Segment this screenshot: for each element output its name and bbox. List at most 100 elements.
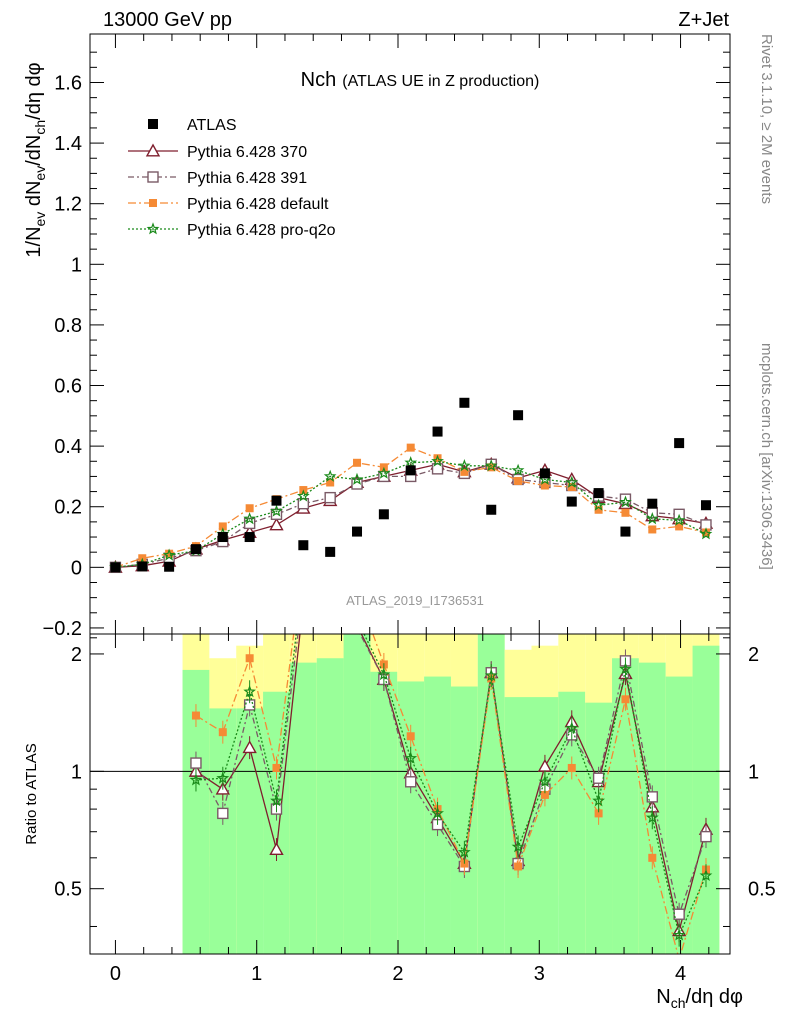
ratio-panel-frame [89,633,731,955]
series-point [378,470,390,483]
ratio-panel-series [188,634,714,954]
series-atlas [110,397,711,573]
legend-marker [149,199,157,207]
atlas-data-point [110,562,121,573]
x-tick-label: 3 [534,963,545,985]
ratio-point [189,773,203,786]
energy-label: 13000 GeV pp [103,9,232,31]
series-point [621,508,630,517]
legend-label: Pythia 6.428 default [187,196,329,213]
series-point [404,456,418,469]
series-point [377,466,391,479]
ratio-point [565,721,579,734]
ratio-point [540,790,549,799]
x-tick-label: 2 [392,963,403,985]
ratio-point [457,845,471,858]
series-point [269,517,284,531]
atlas-data-point [486,504,497,515]
y-tick-label: 0.8 [54,315,82,337]
ratio-point [700,830,712,843]
main-panel-frame [89,33,731,635]
series-point [323,469,337,482]
ratio-point [431,806,444,819]
green-band-bin [450,686,478,954]
series-point [297,489,310,502]
legend-entry: Pythia 6.428 370 [128,143,307,161]
ratio-point [594,809,603,818]
y-tick-label: 1.2 [54,194,82,216]
ratio-y-tick-label-right: 0.5 [748,879,776,901]
series-point [162,548,176,561]
ratio-point [511,840,525,853]
atlas-data-point [325,546,336,557]
series-point [565,475,579,488]
ratio-point [190,757,202,769]
atlas-data-point [244,532,255,543]
legend-entry: Pythia 6.428 391 [128,170,307,187]
atlas-data-point [164,561,175,572]
atlas-data-point [593,488,604,499]
ratio-point [242,740,257,754]
ratio-point [245,654,254,663]
legend: ATLAS Pythia 6.428 370 Pythia 6.428 391 Pyt… [128,117,336,239]
x-tick-label: 4 [675,963,686,985]
ratio-point [646,791,658,803]
atlas-data-point [674,438,685,449]
ratio-point [648,853,657,862]
series-point [672,513,686,526]
series-point [324,491,336,504]
ratio-point [218,728,227,737]
legend-label: Pythia 6.428 391 [187,170,307,187]
series-point [592,498,606,511]
series-point [540,481,549,490]
analysis-label: ATLAS_2019_I1736531 [346,593,484,608]
chart-title: Nch (ATLAS UE in Z production) [301,69,540,91]
series-point [243,512,257,525]
series-point [619,493,632,505]
series-point [457,459,471,472]
ratio-point [484,668,498,681]
atlas-data-point [700,500,711,511]
ratio-point [514,862,523,871]
series-point [433,454,442,463]
atlas-data-point [539,468,550,479]
legend-entry: ATLAS [148,117,237,134]
legend-marker [147,171,159,183]
chart-title-main: Nch [301,69,337,91]
series-point [594,505,603,514]
ratio-point [619,662,632,675]
ratio-point [404,751,418,764]
series-point [350,472,364,485]
green-band-bin [370,671,398,954]
ratio-point [191,711,200,720]
y-tick-label: −0.2 [43,618,82,640]
ratio-point [270,794,283,807]
ratio-line [195,634,707,917]
legend-marker [145,143,161,157]
legend-entry: Pythia 6.428 default [128,196,329,213]
series-line [115,460,707,568]
ratio-line [195,634,707,954]
atlas-data-point [217,532,228,543]
ratio-series [189,634,713,947]
ratio-point [621,695,630,704]
y-tick-label: 1 [71,254,82,276]
series-point [165,549,174,558]
ratio-point [567,763,576,772]
series-point [326,478,335,487]
legend-label: Pythia 6.428 pro-q2o [187,222,336,239]
rivet-label: Rivet 3.1.10, ≥ 2M events [758,34,775,204]
process-label: Z+Jet [678,9,729,31]
series-point [675,522,684,531]
series-point [431,454,444,467]
main-y-axis-label: 1/Nev dNev/dNch/dη dφ [23,62,48,257]
green-band-bin [531,697,559,954]
green-band-bin [209,708,237,954]
y-tick-label: 0.6 [54,376,82,398]
ratio-point [216,771,230,784]
ratio-point [672,928,686,941]
y-tick-label: 1.4 [54,133,82,155]
ratio-y-tick-label: 0.5 [54,879,82,901]
ratio-point [269,842,284,856]
